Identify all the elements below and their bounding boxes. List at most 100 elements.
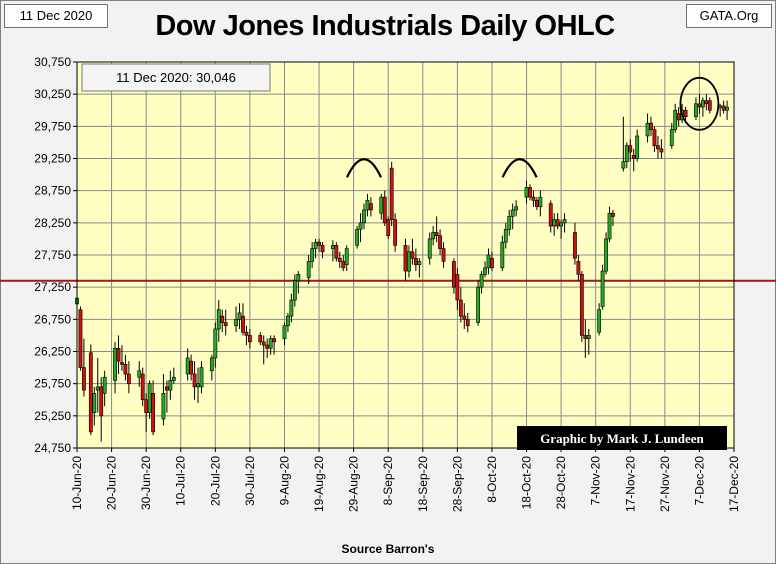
candle: [247, 328, 252, 349]
candle-body: [161, 393, 166, 420]
candle-body: [244, 331, 249, 336]
x-tick-label: 29-Aug-20: [347, 456, 361, 512]
candle-body: [721, 105, 726, 111]
candle: [209, 354, 214, 381]
candle-body: [707, 100, 712, 111]
candle-body: [365, 200, 370, 211]
candle-body: [144, 399, 149, 413]
candle-body: [669, 129, 674, 146]
candle-body: [189, 360, 194, 375]
candle-body: [559, 222, 564, 227]
candle-body: [389, 167, 394, 220]
candle-body: [611, 212, 615, 217]
candle: [241, 303, 245, 336]
site-label: GATA.Org: [686, 4, 772, 28]
candle-body: [600, 270, 605, 307]
candle: [113, 341, 117, 394]
candle: [355, 226, 359, 249]
candle: [531, 190, 536, 207]
candle-body: [362, 209, 366, 224]
candle-body: [410, 251, 415, 259]
candle-body: [403, 245, 408, 272]
candle-body: [265, 344, 270, 349]
y-axis-ticks: 24,750 25,250 25,750 26,250 26,750 27,250 27,7…: [34, 55, 77, 455]
candle-body: [694, 103, 698, 117]
candle: [611, 209, 615, 227]
candle: [88, 344, 93, 436]
candle-body: [317, 241, 321, 246]
candle-body: [576, 261, 581, 275]
candle-body: [140, 373, 145, 401]
candle-body: [147, 383, 152, 413]
credit-text: Graphic by Mark J. Lundeen: [540, 431, 704, 446]
candle: [382, 190, 387, 227]
candle-body: [652, 129, 657, 146]
candle: [151, 380, 155, 436]
x-tick-label: 7-Nov-20: [589, 456, 603, 506]
candle: [562, 213, 567, 233]
candle-body: [490, 257, 494, 269]
x-tick-label: 10-Jun-20: [70, 456, 84, 510]
candle: [441, 242, 446, 268]
candle-body: [524, 187, 529, 198]
y-tick-label: 27,750: [34, 248, 71, 262]
candle-body: [552, 219, 557, 227]
candle: [410, 238, 415, 265]
candle-body: [237, 312, 242, 320]
candle-body: [261, 341, 266, 346]
y-tick-label: 29,750: [34, 119, 71, 133]
candle-body: [192, 373, 197, 388]
circle-marker: [679, 76, 720, 131]
candle: [171, 367, 176, 384]
candle: [507, 209, 512, 236]
candle: [621, 116, 626, 172]
candle-body: [673, 109, 678, 130]
y-tick-label: 28,250: [34, 216, 71, 230]
y-tick-label: 24,750: [34, 441, 71, 455]
candle-body: [220, 315, 225, 323]
candle: [261, 335, 266, 365]
candle-body: [120, 362, 124, 365]
x-tick-label: 20-Jul-20: [208, 456, 222, 506]
candle-body: [628, 145, 633, 153]
candle: [455, 267, 460, 310]
candle: [189, 354, 194, 381]
candle: [514, 200, 519, 217]
candle-body: [292, 280, 297, 301]
candle-body: [272, 338, 277, 343]
candle-body: [531, 196, 536, 201]
candle: [500, 235, 505, 272]
candle: [268, 335, 273, 355]
candle: [586, 328, 591, 355]
candle-body: [241, 315, 245, 333]
candle-body: [562, 219, 567, 224]
candle: [282, 322, 287, 346]
candle-body: [407, 251, 411, 272]
candle: [725, 100, 729, 120]
candle-body: [213, 328, 218, 359]
candle: [320, 242, 325, 259]
candle-body: [431, 232, 436, 240]
candle-body: [82, 367, 86, 391]
candle-body: [476, 286, 481, 323]
candle-body: [320, 245, 325, 253]
candle: [510, 203, 515, 230]
candle-body: [621, 161, 626, 169]
candle: [417, 258, 422, 278]
candle-body: [555, 219, 560, 227]
candle: [656, 135, 660, 159]
x-tick-label: 30-Jul-20: [243, 456, 257, 506]
candle: [628, 139, 633, 162]
candle: [669, 123, 674, 149]
candle-body: [538, 196, 543, 208]
candle-body: [310, 248, 315, 262]
candle: [393, 213, 398, 252]
value-annotation-text: 11 Dec 2020: 30,046: [116, 70, 236, 85]
x-tick-label: 10-Jul-20: [174, 456, 188, 506]
x-tick-label: 27-Nov-20: [658, 456, 672, 512]
candle-body: [102, 376, 107, 394]
candle: [465, 312, 470, 333]
candle: [161, 374, 166, 426]
candle-body: [704, 100, 709, 105]
x-tick-label: 20-Jun-20: [105, 456, 119, 510]
